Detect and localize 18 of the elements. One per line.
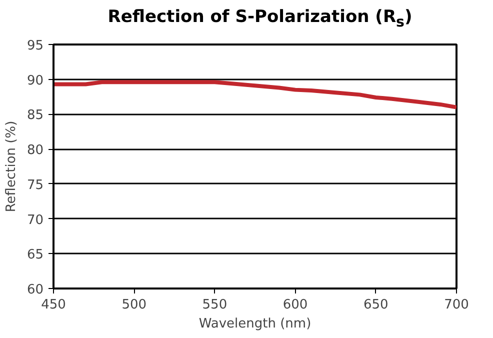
y-tick-label: 85 — [26, 108, 44, 124]
y-tick-label: 80 — [26, 143, 44, 158]
y-tick-label: 90 — [26, 73, 44, 88]
y-axis-title: Reflection (%) — [4, 120, 19, 212]
y-tick-label: 75 — [26, 178, 44, 193]
y-tick-label: 95 — [26, 38, 44, 54]
line-series — [54, 80, 456, 110]
y-tick-label: 70 — [26, 212, 44, 228]
x-axis-title: Wavelength (nm) — [198, 316, 312, 332]
x-tick-label: 600 — [282, 298, 308, 312]
y-tick-label: 65 — [26, 248, 44, 263]
x-tick-label: 450 — [41, 298, 66, 312]
x-tick-label: 550 — [202, 298, 228, 312]
x-tick-label: 500 — [122, 298, 147, 312]
x-tick-label: 700 — [444, 298, 469, 312]
chart-title: Reflection of S-Polarization (R$_{s}$) — [106, 6, 414, 32]
x-tick-label: 650 — [363, 298, 388, 312]
y-tick-label: 60 — [26, 282, 44, 298]
